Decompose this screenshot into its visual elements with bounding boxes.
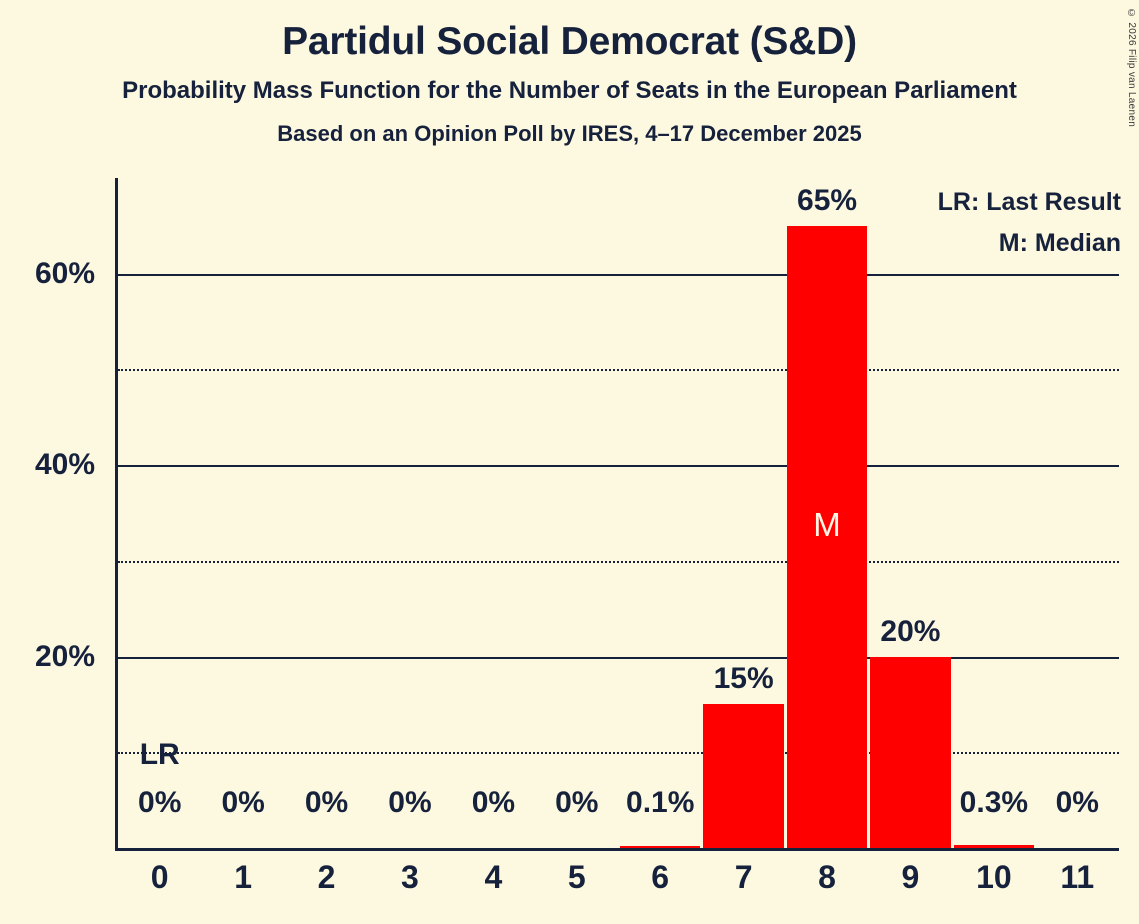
y-axis-tick-label: 40% <box>34 448 95 482</box>
legend-item-last-result: LR: Last Result <box>937 188 1121 216</box>
plot-area: 20% 40% 60% 0% LR 0% 0% 0% 0% 0% 0.1% 15% 65% M 20% 0.… <box>35 178 1119 895</box>
bar <box>620 846 701 848</box>
bar <box>870 656 951 848</box>
gridline-major <box>118 273 1119 276</box>
gridline-major <box>118 656 1119 659</box>
y-axis-tick-label: 60% <box>34 256 95 290</box>
x-axis-line <box>115 848 1119 851</box>
bar-value-label: 0% <box>304 786 349 819</box>
chart-source: Based on an Opinion Poll by IRES, 4–17 D… <box>277 121 862 146</box>
bar <box>703 704 784 848</box>
x-axis-tick-label: 5 <box>567 859 586 895</box>
x-axis-tick-label: 1 <box>234 859 253 895</box>
bar-value-label: 0.1% <box>626 786 695 819</box>
copyright-notice: © 2026 Filip van Laenen <box>1126 8 1137 128</box>
page-title: Partidul Social Democrat (S&D) <box>282 20 857 63</box>
bar-value-label: 20% <box>880 614 941 648</box>
x-axis-tick-label: 11 <box>1060 859 1095 895</box>
bar-value-label: 0% <box>138 786 182 819</box>
y-axis-tick-label: 20% <box>34 639 95 673</box>
gridline-minor <box>118 560 1119 563</box>
bar <box>786 225 868 848</box>
x-axis-tick-label: 2 <box>317 859 336 895</box>
median-marker: M <box>813 506 841 544</box>
x-axis-tick-label: 3 <box>401 859 419 895</box>
bar-value-label: 0% <box>555 786 599 819</box>
gridline-minor <box>118 369 1119 372</box>
x-axis-tick-label: 0 <box>150 859 169 895</box>
bar-value-label: 65% <box>797 183 858 217</box>
chart-subtitle: Probability Mass Function for the Number… <box>122 77 1017 104</box>
x-axis-tick-label: 4 <box>484 859 503 895</box>
x-axis-tick-label: 8 <box>818 859 836 895</box>
bar <box>953 845 1035 848</box>
gridline-minor <box>118 752 1119 755</box>
gridline-major <box>118 465 1119 468</box>
y-axis-line <box>115 178 118 848</box>
bar-value-label: 0.3% <box>959 786 1029 819</box>
bar-value-label: 0% <box>388 786 432 819</box>
x-axis-tick-label: 9 <box>901 859 920 895</box>
x-axis-tick-label: 10 <box>976 859 1012 895</box>
chart-legend: LR: Last Result M: Median <box>938 182 1121 265</box>
x-axis-tick-label: 6 <box>651 859 670 895</box>
chart-header: Partidul Social Democrat (S&D) Probabili… <box>0 0 1139 145</box>
x-axis-tick-label: 7 <box>734 859 753 895</box>
bar-value-label: 15% <box>713 662 774 696</box>
bar-value-label: 0% <box>1055 786 1099 819</box>
legend-item-median: M: Median <box>998 229 1121 258</box>
bar-value-label: 0% <box>471 786 516 819</box>
bar-value-label: 0% <box>221 786 265 819</box>
last-result-marker: LR <box>139 738 180 772</box>
